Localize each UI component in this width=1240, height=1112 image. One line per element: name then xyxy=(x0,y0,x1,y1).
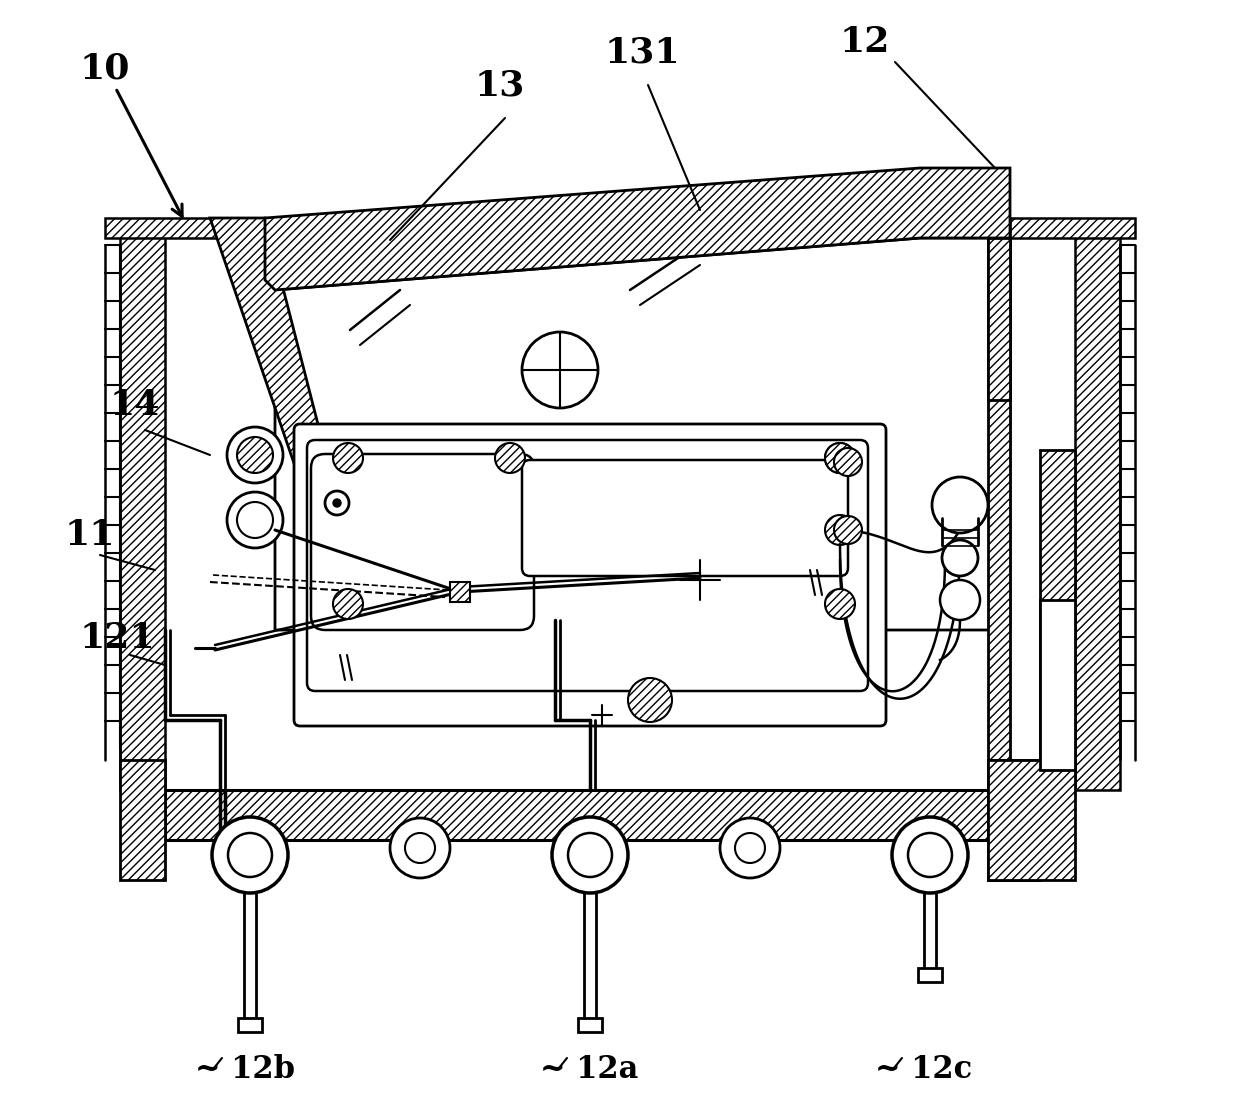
Circle shape xyxy=(227,492,283,548)
Bar xyxy=(578,1017,601,1032)
Polygon shape xyxy=(120,759,165,880)
Polygon shape xyxy=(1040,450,1075,780)
Circle shape xyxy=(940,580,980,620)
Circle shape xyxy=(522,332,598,408)
Text: 11: 11 xyxy=(64,518,115,552)
Bar xyxy=(450,582,470,602)
Polygon shape xyxy=(265,168,1011,290)
Circle shape xyxy=(237,502,273,538)
Text: ~ 12b: ~ 12b xyxy=(195,1054,295,1085)
Circle shape xyxy=(720,818,780,878)
Polygon shape xyxy=(210,218,340,510)
Polygon shape xyxy=(120,220,165,790)
Circle shape xyxy=(735,833,765,863)
Polygon shape xyxy=(105,218,229,238)
Bar xyxy=(584,890,596,1020)
Circle shape xyxy=(892,817,968,893)
Text: 131: 131 xyxy=(605,34,681,69)
Circle shape xyxy=(825,443,856,473)
Circle shape xyxy=(835,448,862,476)
Polygon shape xyxy=(1075,220,1120,790)
Bar xyxy=(238,1017,262,1032)
Polygon shape xyxy=(275,238,1011,631)
Polygon shape xyxy=(988,238,1011,790)
Circle shape xyxy=(835,516,862,544)
Text: ~ 12a: ~ 12a xyxy=(539,1054,639,1085)
Text: 13: 13 xyxy=(475,68,526,102)
Circle shape xyxy=(942,540,978,576)
Polygon shape xyxy=(1011,218,1135,238)
FancyBboxPatch shape xyxy=(308,440,868,691)
Text: 121: 121 xyxy=(81,620,156,655)
Circle shape xyxy=(908,833,952,877)
Circle shape xyxy=(825,589,856,619)
Circle shape xyxy=(334,499,341,507)
Bar xyxy=(244,890,255,1020)
Circle shape xyxy=(825,443,856,473)
Polygon shape xyxy=(988,759,1040,880)
Circle shape xyxy=(391,818,450,878)
Circle shape xyxy=(334,443,363,473)
Circle shape xyxy=(627,678,672,722)
Circle shape xyxy=(325,492,348,515)
Circle shape xyxy=(334,589,363,619)
Bar xyxy=(924,890,936,970)
Polygon shape xyxy=(988,238,1011,400)
FancyBboxPatch shape xyxy=(311,454,534,631)
Circle shape xyxy=(825,515,856,545)
FancyBboxPatch shape xyxy=(522,460,848,576)
Text: 14: 14 xyxy=(110,388,160,421)
Text: ~ 12c: ~ 12c xyxy=(875,1054,972,1085)
Circle shape xyxy=(227,427,283,483)
Text: 10: 10 xyxy=(81,51,182,217)
Circle shape xyxy=(568,833,613,877)
Circle shape xyxy=(495,443,525,473)
Polygon shape xyxy=(165,790,988,840)
Circle shape xyxy=(405,833,435,863)
FancyBboxPatch shape xyxy=(294,424,887,726)
Circle shape xyxy=(228,833,272,877)
Polygon shape xyxy=(988,759,1075,880)
Circle shape xyxy=(932,477,988,533)
Text: 12: 12 xyxy=(839,24,890,59)
Circle shape xyxy=(552,817,627,893)
Circle shape xyxy=(237,437,273,473)
Bar xyxy=(1040,600,1075,770)
Bar xyxy=(918,969,942,982)
Circle shape xyxy=(212,817,288,893)
